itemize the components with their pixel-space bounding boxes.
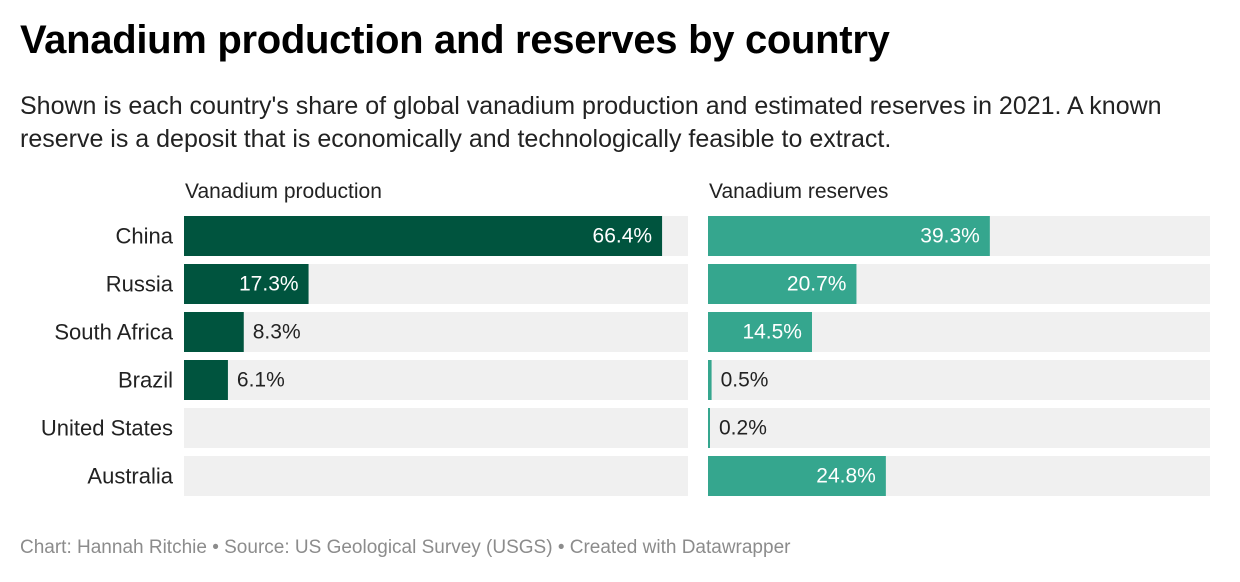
bar-chart: China Russia South Africa Brazil United Stat… — [41, 180, 1210, 496]
bar-vanadium-reserves-south-africa — [708, 312, 812, 352]
bar-vanadium-production-south-africa — [184, 312, 244, 352]
value-label: 8.3% — [253, 321, 301, 344]
bar-background — [184, 456, 688, 496]
chart-footer: Chart: Hannah Ritchie • Source: US Geolo… — [20, 537, 791, 558]
bar-vanadium-reserves-russia — [708, 264, 857, 304]
bar-vanadium-reserves-united-states — [708, 408, 710, 448]
panel-title-vanadium-reserves: Vanadium reserves — [709, 180, 888, 203]
value-label: 0.2% — [719, 417, 767, 440]
value-label: 14.5% — [742, 321, 802, 344]
category-label-china: China — [116, 224, 174, 249]
bar-background — [708, 360, 1210, 400]
panel-title-vanadium-production: Vanadium production — [185, 180, 382, 203]
value-label: 17.3% — [239, 273, 299, 296]
value-label: 6.1% — [237, 369, 285, 392]
bar-vanadium-production-brazil — [184, 360, 228, 400]
bar-background — [184, 312, 688, 352]
chart-subtitle: Shown is each country's share of global … — [20, 92, 1162, 153]
bar-vanadium-reserves-brazil — [708, 360, 712, 400]
value-label: 24.8% — [816, 465, 876, 488]
category-label-russia: Russia — [106, 272, 174, 297]
bar-vanadium-reserves-australia — [708, 456, 886, 496]
category-label-south-africa: South Africa — [54, 320, 173, 345]
value-label: 20.7% — [787, 273, 847, 296]
bar-background — [708, 408, 1210, 448]
category-label-brazil: Brazil — [118, 368, 173, 393]
bar-background — [184, 360, 688, 400]
bar-vanadium-reserves-china — [708, 216, 990, 256]
chart-title: Vanadium production and reserves by coun… — [20, 18, 890, 62]
value-label: 66.4% — [593, 225, 653, 248]
category-label-australia: Australia — [87, 464, 173, 489]
value-label: 39.3% — [920, 225, 980, 248]
bar-vanadium-production-russia — [184, 264, 309, 304]
bar-vanadium-production-china — [184, 216, 663, 256]
value-label: 0.5% — [721, 369, 769, 392]
bar-background — [184, 408, 688, 448]
category-label-united-states: United States — [41, 416, 173, 441]
